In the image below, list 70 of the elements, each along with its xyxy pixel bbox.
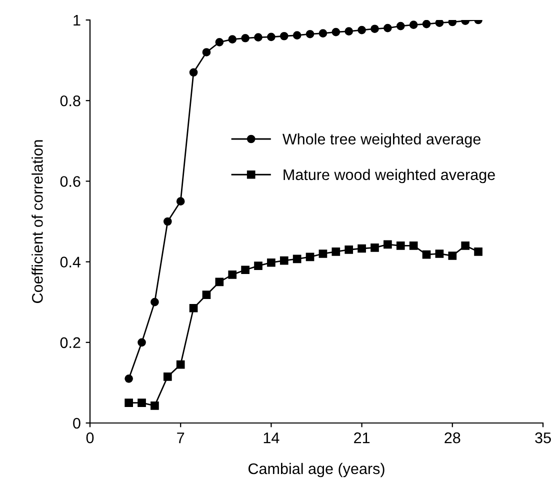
x-tick-label: 14	[264, 432, 280, 444]
point	[228, 35, 237, 44]
point	[318, 29, 328, 38]
x-tick-label: 35	[535, 432, 551, 444]
point	[344, 246, 354, 254]
point	[228, 270, 237, 279]
legend-label: Mature wood weighted average	[284, 168, 495, 184]
point	[280, 32, 288, 40]
point	[254, 262, 262, 270]
y-tick-label: 0	[73, 418, 80, 429]
point	[189, 304, 198, 312]
x-tick-label: 28	[444, 432, 460, 444]
legend-label: Whole tree weighted average	[282, 133, 480, 148]
point	[150, 298, 159, 306]
point	[163, 217, 172, 226]
y-tick-label: 0.6	[60, 176, 80, 187]
point	[306, 252, 314, 262]
point	[396, 22, 405, 30]
point	[370, 24, 379, 34]
point	[176, 197, 185, 206]
point	[267, 258, 276, 267]
point	[215, 38, 224, 46]
x-tick-label: 21	[354, 432, 370, 444]
y-tick-label: 0.2	[60, 337, 80, 348]
point	[396, 242, 405, 250]
point	[435, 20, 444, 27]
point	[150, 402, 159, 410]
point	[358, 244, 366, 253]
point	[254, 33, 262, 42]
y-tick-label: 0.4	[60, 256, 81, 268]
y-axis-title: Coefficient of correlation	[32, 140, 43, 303]
point	[138, 398, 146, 408]
point	[292, 31, 302, 40]
point	[474, 248, 482, 256]
point	[384, 24, 392, 32]
point	[422, 20, 431, 28]
point	[332, 248, 340, 256]
point	[124, 398, 133, 408]
point	[176, 360, 185, 369]
point	[292, 254, 302, 264]
point	[280, 256, 288, 265]
point	[358, 26, 366, 34]
point	[241, 34, 250, 42]
point	[344, 27, 354, 36]
point	[138, 338, 146, 347]
y-tick-label: 1	[74, 15, 80, 26]
point	[318, 250, 328, 258]
point	[241, 266, 250, 274]
x-tick-label: 0	[86, 432, 94, 444]
point	[202, 290, 211, 300]
point	[332, 28, 340, 36]
y-tick-label: 0.8	[60, 95, 80, 106]
point	[461, 242, 470, 250]
point	[422, 250, 431, 259]
point	[267, 32, 276, 42]
point	[448, 20, 457, 26]
point	[215, 278, 224, 286]
point	[409, 20, 418, 30]
x-tick-label: 7	[177, 432, 184, 444]
x-axis-title: Cambial age (years)	[248, 462, 384, 478]
point	[202, 48, 211, 56]
point	[124, 374, 133, 383]
point	[409, 242, 418, 250]
point	[384, 240, 392, 249]
point	[163, 372, 172, 381]
point	[306, 30, 314, 38]
point	[435, 250, 444, 258]
point	[370, 244, 379, 252]
point	[448, 252, 457, 260]
point	[189, 68, 198, 77]
